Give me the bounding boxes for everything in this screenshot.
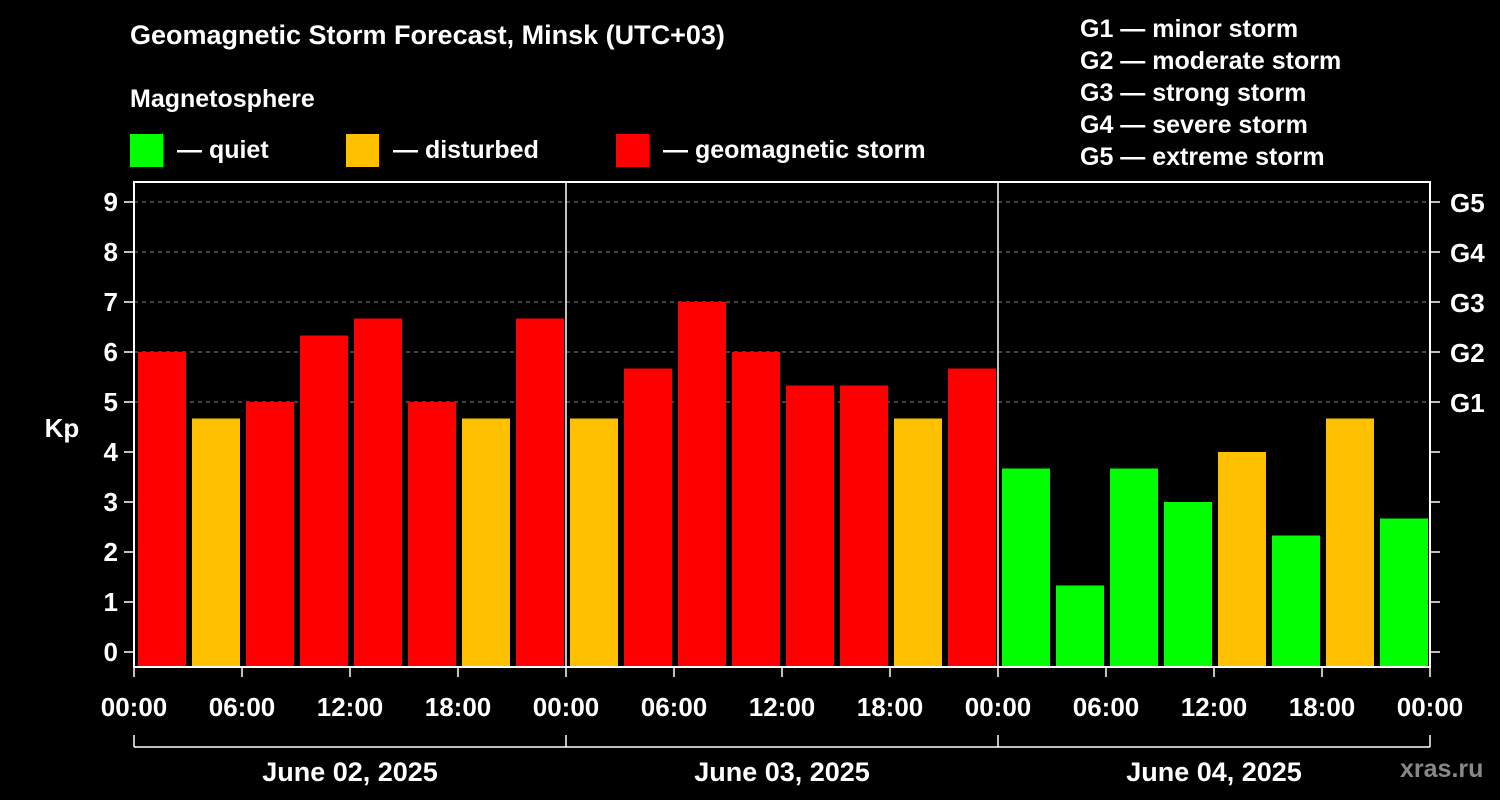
x-tick-label: 18:00 [425,692,492,722]
legend-swatch-disturbed [346,133,379,167]
kp-bar [300,335,348,667]
g-level-label: G1 [1450,388,1485,418]
x-tick-label: 06:00 [1073,692,1140,722]
x-tick-label: 18:00 [857,692,924,722]
g-legend-g4: G4 — severe storm [1080,111,1308,139]
x-tick-label: 00:00 [965,692,1032,722]
g-legend-g1: G1 — minor storm [1080,15,1299,43]
kp-bar [1164,502,1212,667]
kp-bar [462,418,510,667]
x-tick-label: 06:00 [209,692,276,722]
kp-bar [192,418,240,667]
g-legend-g5: G5 — extreme storm [1080,143,1325,171]
x-tick-label: 12:00 [1181,692,1248,722]
kp-bar [786,385,834,667]
kp-bar [948,368,996,667]
chart-title: Geomagnetic Storm Forecast, Minsk (UTC+0… [130,20,725,50]
y-tick-label: 1 [104,587,118,617]
y-tick-label: 4 [104,437,119,467]
kp-bar [840,385,888,667]
x-tick-label: 12:00 [317,692,384,722]
legend-disturbed: — disturbed [346,133,539,167]
day-label: June 04, 2025 [1126,757,1302,787]
kp-bar [354,318,402,667]
g-level-label: G3 [1450,288,1485,318]
g-legend-g2: G2 — moderate storm [1080,47,1342,75]
y-tick-label: 8 [104,237,118,267]
y-axis-label: Kp [45,413,80,443]
y-tick-label: 6 [104,337,118,367]
g-level-label: G5 [1450,188,1485,218]
y-tick-label: 5 [104,387,118,417]
kp-bar [1218,452,1266,667]
legend-swatch-storm [616,133,649,167]
legend-label-disturbed: — disturbed [393,135,539,164]
legend-quiet: — quiet [130,133,269,167]
y-tick-label: 9 [104,187,118,217]
day-label: June 03, 2025 [694,757,870,787]
kp-bar [408,402,456,667]
watermark: xras.ru [1400,755,1484,783]
x-tick-label: 00:00 [533,692,600,722]
kp-bar [624,368,672,667]
x-tick-label: 12:00 [749,692,816,722]
kp-bar [246,402,294,667]
x-tick-label: 00:00 [101,692,168,722]
y-tick-label: 0 [104,637,118,667]
kp-bar [732,352,780,667]
g-level-label: G4 [1450,238,1485,268]
x-tick-label: 00:00 [1397,692,1464,722]
kp-bar [1110,468,1158,667]
kp-bar [1380,518,1428,667]
kp-bar [1272,535,1320,667]
kp-bar [678,302,726,667]
y-tick-label: 3 [104,487,118,517]
legend-subtitle: Magnetosphere [130,85,315,113]
kp-bar [1326,418,1374,667]
kp-bar [1002,468,1050,667]
g-level-label: G2 [1450,338,1485,368]
kp-bar [1056,585,1104,667]
y-tick-label: 2 [104,537,118,567]
legend-swatch-quiet [130,133,163,167]
legend-storm: — geomagnetic storm [616,133,926,167]
x-tick-label: 18:00 [1289,692,1356,722]
kp-bar [570,418,618,667]
x-tick-label: 06:00 [641,692,708,722]
y-tick-label: 7 [104,287,118,317]
legend-label-quiet: — quiet [177,135,269,164]
kp-bar [138,352,186,667]
legend-label-storm: — geomagnetic storm [663,135,926,164]
kp-bar [894,418,942,667]
day-label: June 02, 2025 [262,757,438,787]
g-scale-legend: G1 — minor storm G2 — moderate storm G3 … [1080,13,1341,173]
g-legend-g3: G3 — strong storm [1080,79,1307,107]
kp-bar [516,318,564,667]
